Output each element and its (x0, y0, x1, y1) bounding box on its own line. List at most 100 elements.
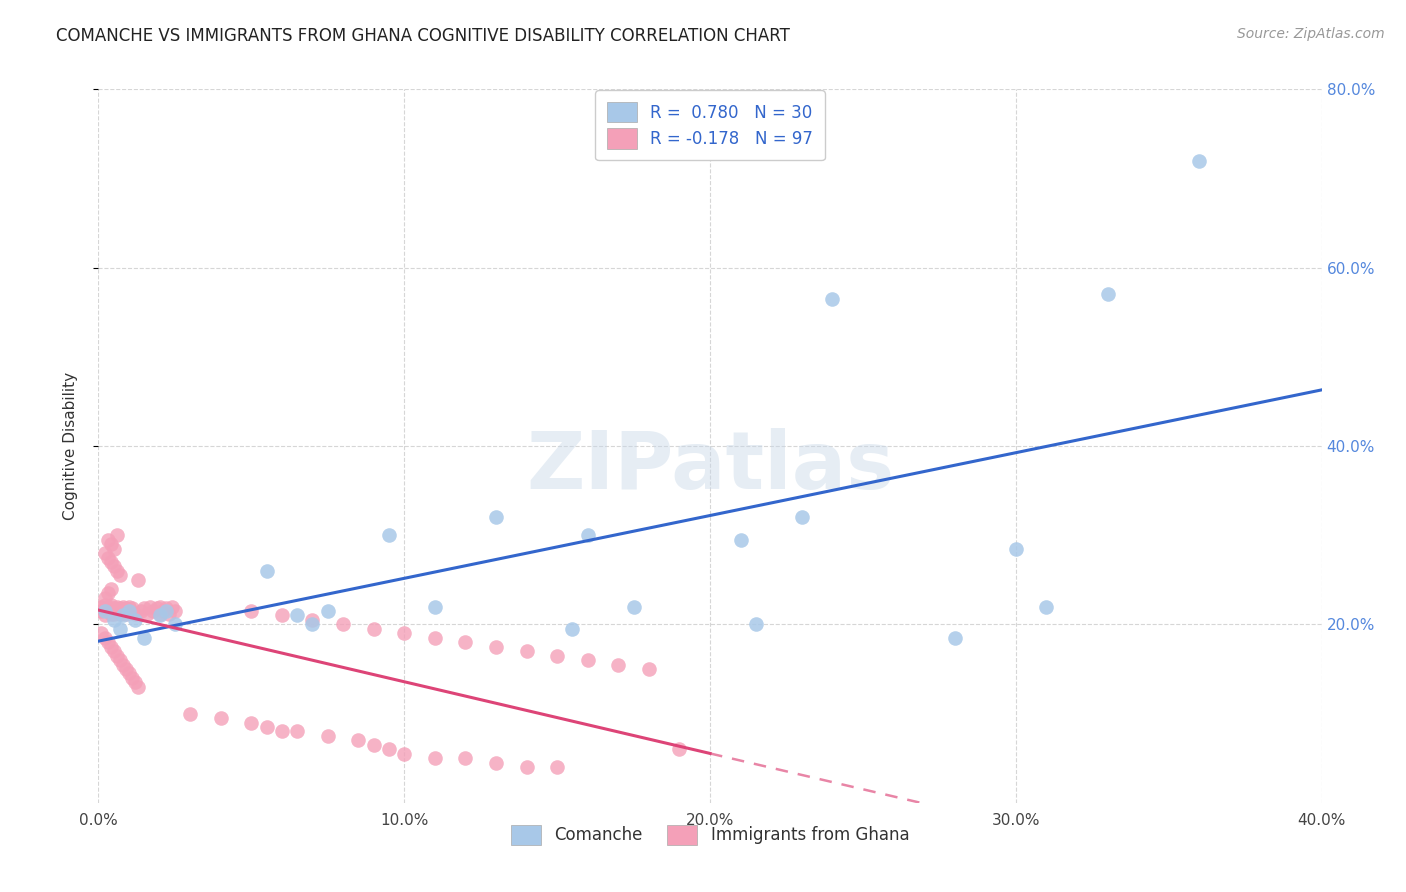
Point (108, 607, 131, 621)
Text: Source: ZipAtlas.com: Source: ZipAtlas.com (1237, 27, 1385, 41)
Text: COMANCHE VS IMMIGRANTS FROM GHANA COGNITIVE DISABILITY CORRELATION CHART: COMANCHE VS IMMIGRANTS FROM GHANA COGNIT… (56, 27, 790, 45)
Point (103, 613, 125, 627)
Point (485, 640, 508, 654)
Point (115, 607, 138, 621)
Point (105, 648, 128, 663)
Point (97, 550, 120, 565)
Point (111, 599, 134, 614)
Point (100, 537, 122, 551)
Point (1035, 599, 1057, 614)
Point (576, 653, 599, 667)
Point (97, 533, 120, 547)
Point (100, 555, 122, 569)
Point (730, 533, 752, 547)
Point (516, 760, 538, 774)
Point (149, 599, 172, 614)
Point (209, 711, 232, 725)
Point (97, 635, 120, 649)
Point (105, 604, 128, 618)
Point (115, 662, 138, 676)
Point (392, 626, 416, 640)
Point (378, 528, 401, 542)
Point (111, 608, 134, 623)
Point (145, 601, 167, 615)
Point (121, 601, 143, 615)
Point (516, 644, 538, 658)
Point (93, 591, 115, 605)
Point (108, 622, 131, 636)
Point (160, 599, 183, 614)
Point (270, 608, 292, 623)
Point (363, 738, 385, 752)
Point (100, 607, 122, 621)
Point (100, 598, 122, 612)
Point (149, 608, 172, 623)
Point (1188, 153, 1211, 168)
Point (546, 760, 568, 774)
Point (142, 604, 165, 618)
Point (316, 604, 339, 618)
Text: ZIPatlas: ZIPatlas (526, 428, 894, 507)
Point (256, 720, 278, 734)
Point (745, 617, 768, 632)
Point (332, 617, 354, 632)
Point (103, 559, 125, 574)
Point (163, 617, 186, 632)
Point (423, 599, 446, 614)
Point (108, 601, 131, 615)
Point (270, 724, 292, 739)
Point (121, 671, 143, 685)
Point (93, 608, 115, 623)
Point (105, 599, 128, 614)
Point (285, 724, 308, 739)
Point (97, 586, 120, 600)
Point (163, 604, 186, 618)
Point (943, 631, 966, 645)
Point (454, 751, 477, 765)
Point (118, 604, 141, 618)
Point (179, 706, 201, 721)
Legend: Comanche, Immigrants from Ghana: Comanche, Immigrants from Ghana (503, 818, 917, 852)
Point (97, 604, 120, 618)
Point (454, 635, 477, 649)
Point (129, 604, 152, 618)
Point (111, 604, 134, 618)
Point (485, 756, 508, 770)
Point (97, 599, 120, 614)
Point (136, 607, 159, 621)
Point (108, 653, 131, 667)
Point (93, 601, 115, 615)
Point (363, 622, 385, 636)
Point (134, 631, 156, 645)
Point (607, 657, 630, 672)
Point (576, 528, 599, 542)
Point (157, 607, 180, 621)
Point (149, 607, 172, 621)
Point (423, 751, 446, 765)
Point (301, 613, 323, 627)
Point (623, 599, 645, 614)
Point (124, 607, 146, 621)
Point (240, 715, 263, 730)
Point (485, 510, 508, 524)
Point (1004, 541, 1026, 556)
Point (100, 640, 122, 654)
Point (90, 626, 112, 640)
Point (256, 564, 278, 578)
Point (134, 601, 156, 615)
Point (546, 648, 568, 663)
Point (316, 729, 339, 743)
Point (103, 541, 125, 556)
Point (139, 599, 162, 614)
Point (790, 510, 813, 524)
Point (821, 292, 844, 306)
Point (111, 657, 134, 672)
Point (97, 601, 120, 615)
Point (103, 644, 125, 658)
Point (561, 622, 583, 636)
Point (115, 601, 138, 615)
Point (103, 607, 125, 621)
Point (105, 528, 128, 542)
Point (93, 631, 115, 645)
Point (392, 747, 416, 761)
